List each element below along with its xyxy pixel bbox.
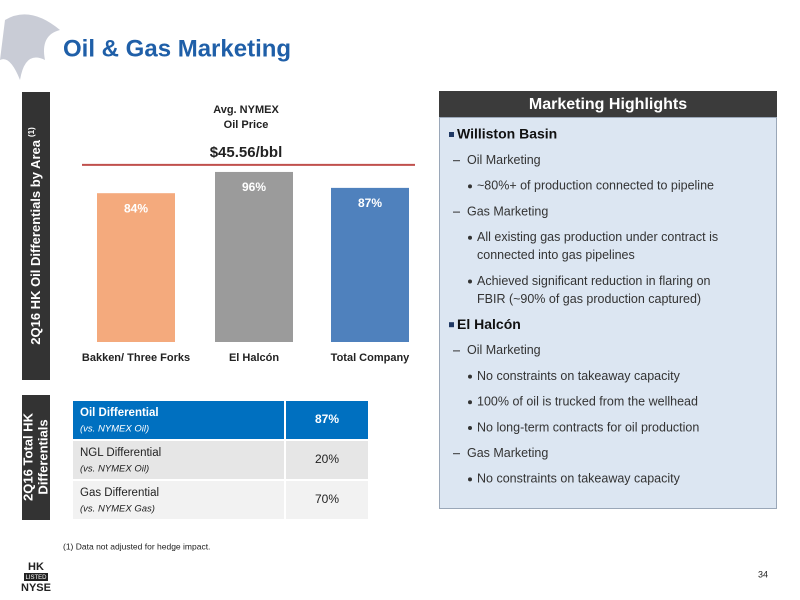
category-label: Bakken/ Three Forks [82,352,190,364]
logo-text: NYSE [21,582,51,594]
logo-text: LISTED [25,575,47,581]
bullet [468,184,472,189]
bullet [468,426,472,430]
data-label: 96% [242,180,266,194]
bar [331,187,409,342]
reference-title: Avg. NYMEX [213,104,279,116]
page-number: 34 [758,569,768,579]
table-cell: Oil Differential [80,407,159,419]
panel-body [439,117,777,509]
reference-title: Oil Price [224,119,269,131]
highlight-text: Oil Marketing [467,153,541,167]
table-row [71,479,370,521]
side-label-text: 2Q16 HK Oil Differentials by Area [28,139,43,344]
category-label: Total Company [331,352,411,364]
highlight-text: FBIR (~90% of gas production captured) [477,292,701,306]
highlight-text: El Halcón [457,316,521,332]
bullet [449,322,454,328]
data-label: 87% [358,196,382,210]
logo-band [24,573,48,581]
table-row [71,439,370,481]
highlight-text: Gas Marketing [467,446,548,460]
footnote: (1) Data not adjusted for hedge impact. [63,541,210,551]
bullet [468,374,472,379]
side-label: Differentials [35,419,50,494]
side-box [22,395,50,520]
logo-text: HK [28,561,44,573]
slide-title: Oil & Gas Marketing [63,35,291,62]
side-box [22,92,50,380]
table-cell-note: (vs. NYMEX Gas) [80,504,155,515]
table-value: 20% [315,452,339,466]
highlight-text: No constraints on takeaway capacity [477,472,681,486]
table-value: 70% [315,492,339,506]
bar [97,193,175,342]
highlight-text: Achieved significant reduction in flarin… [477,274,711,288]
panel-header [439,91,777,117]
eagle-logo [0,14,60,80]
side-label-note: (1) [27,127,36,137]
table-row [71,399,370,441]
highlight-text: ~80%+ of production connected to pipelin… [477,179,714,193]
bar [215,171,293,342]
highlight-text: Williston Basin [457,126,557,142]
highlight-text: No constraints on takeaway capacity [477,369,681,383]
highlight-text: All existing gas production under contra… [477,230,718,244]
table-cell-note: (vs. NYMEX Oil) [80,424,149,435]
highlight-text: 100% of oil is trucked from the wellhead [477,395,698,409]
panel-title: Marketing Highlights [529,96,687,113]
bullet [468,400,472,405]
bullet [468,279,472,284]
category-label: El Halcón [229,352,279,364]
highlight-text: Gas Marketing [467,204,548,218]
table-value: 87% [315,412,339,426]
bullet [449,132,454,137]
table-cell: Gas Differential [80,487,159,499]
table-cell: NGL Differential [80,447,161,459]
highlight-text: No long-term contracts for oil productio… [477,420,699,434]
side-label: 2Q16 Total HK [20,412,35,501]
table-cell-note: (vs. NYMEX Oil) [80,464,149,475]
highlight-text: connected into gas pipelines [477,248,635,262]
data-label: 84% [124,201,148,215]
reference-label: $45.56/bbl [210,144,283,161]
bullet [468,235,472,240]
bullet [468,477,472,482]
side-label: 2Q16 HK Oil Differentials by Area (1) [27,127,43,345]
highlight-text: Oil Marketing [467,343,541,357]
